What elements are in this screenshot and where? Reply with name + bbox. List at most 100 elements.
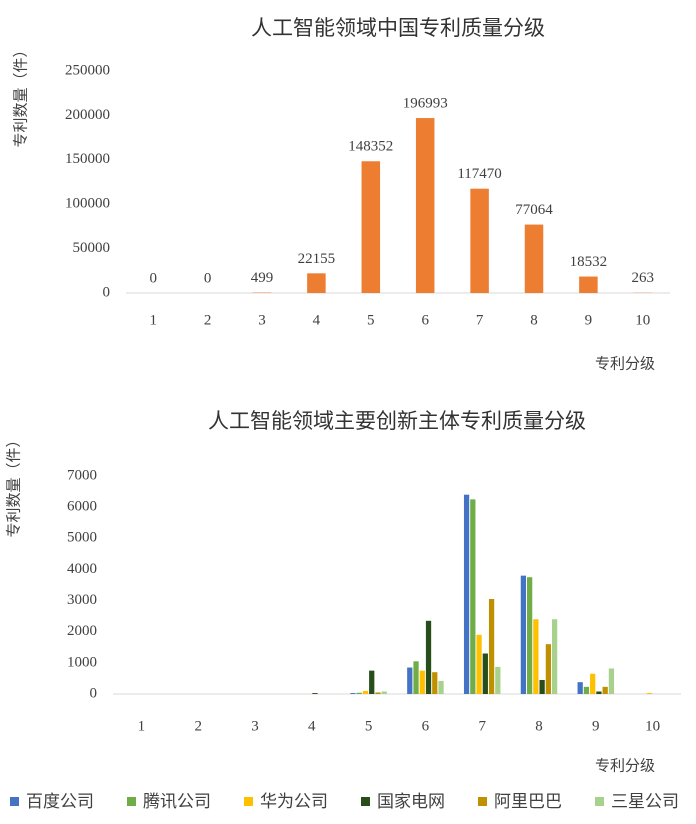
- bar: [432, 672, 438, 694]
- bar: [545, 644, 551, 694]
- bar: [470, 188, 489, 293]
- bar: [425, 620, 432, 694]
- bar: [488, 599, 495, 694]
- bar: [362, 690, 369, 694]
- data-label: 0: [204, 270, 212, 286]
- legend-label: 国家电网: [377, 792, 445, 811]
- y-tick-label: 1000: [67, 654, 97, 670]
- legend-label: 阿里巴巴: [494, 792, 562, 811]
- x-tick-label: 2: [204, 312, 212, 328]
- x-tick-label: 9: [585, 312, 593, 328]
- y-tick-label: 100000: [65, 196, 110, 212]
- y-tick-label: 4000: [67, 561, 97, 577]
- data-label: 148352: [348, 139, 393, 155]
- y-tick-label: 150000: [65, 151, 110, 167]
- bar: [407, 667, 413, 694]
- data-label: 22155: [298, 251, 336, 267]
- legend-label: 百度公司: [26, 792, 94, 811]
- data-label: 18532: [570, 254, 608, 270]
- x-tick-label: 2: [194, 718, 202, 734]
- bar: [470, 499, 476, 694]
- x-tick-label: 7: [478, 718, 486, 734]
- chart-title: 人工智能领域主要创新主体专利质量分级: [208, 409, 586, 433]
- x-tick-label: 7: [476, 312, 484, 328]
- x-tick-label: 9: [592, 718, 600, 734]
- x-tick-label: 1: [149, 312, 157, 328]
- y-tick-label: 5000: [67, 530, 97, 546]
- legend-label: 华为公司: [260, 792, 328, 811]
- bar: [583, 686, 590, 694]
- x-tick-label: 6: [421, 312, 429, 328]
- bar: [415, 118, 435, 293]
- y-tick-label: 250000: [65, 62, 110, 78]
- x-axis-label: 专利分级: [595, 757, 655, 774]
- bar: [356, 692, 362, 694]
- bar: [312, 693, 318, 694]
- y-tick-label: 6000: [67, 499, 97, 515]
- x-tick-label: 1: [138, 718, 146, 734]
- y-tick-label: 2000: [67, 623, 97, 639]
- chart-title: 人工智能领域中国专利质量分级: [251, 16, 545, 40]
- bar: [596, 691, 602, 694]
- x-tick-label: 10: [645, 718, 660, 734]
- x-tick-label: 5: [365, 718, 373, 734]
- bar: [533, 619, 539, 694]
- x-tick-label: 4: [308, 718, 316, 734]
- bar: [527, 577, 533, 694]
- y-tick-label: 7000: [67, 467, 97, 483]
- bar: [520, 575, 527, 694]
- y-tick-label: 0: [90, 685, 98, 701]
- legend-swatch: [127, 797, 136, 806]
- x-tick-label: 3: [258, 312, 266, 328]
- bar: [590, 673, 596, 694]
- bar: [551, 619, 558, 694]
- x-tick-label: 10: [635, 312, 650, 328]
- bar: [482, 653, 488, 694]
- bar: [476, 634, 482, 694]
- y-tick-label: 200000: [65, 107, 110, 123]
- y-tick-label: 3000: [67, 592, 97, 608]
- bar: [375, 692, 381, 694]
- bar: [577, 682, 583, 694]
- bar: [369, 670, 375, 694]
- x-tick-label: 4: [313, 312, 321, 328]
- bar: [361, 161, 381, 293]
- x-tick-label: 8: [530, 312, 538, 328]
- bar: [539, 679, 545, 694]
- data-label: 0: [149, 270, 157, 286]
- bar: [602, 686, 608, 694]
- data-label: 499: [251, 270, 274, 286]
- x-tick-label: 8: [535, 718, 543, 734]
- y-axis-label: 专利数量（件）: [5, 432, 22, 537]
- data-label: 196993: [403, 96, 448, 112]
- x-axis-label: 专利分级: [595, 355, 655, 372]
- bar: [307, 273, 326, 293]
- legend-swatch: [478, 797, 487, 806]
- bar: [579, 276, 598, 293]
- bar: [608, 668, 615, 694]
- x-tick-label: 6: [422, 718, 430, 734]
- bar: [646, 693, 653, 694]
- bar: [438, 680, 444, 694]
- data-label: 263: [632, 270, 655, 286]
- bar: [463, 494, 470, 694]
- bar: [495, 666, 501, 694]
- data-label: 117470: [457, 166, 501, 182]
- bar: [350, 693, 356, 694]
- bar: [524, 224, 544, 293]
- legend-label: 三星公司: [611, 792, 679, 811]
- legend-label: 腾讯公司: [143, 792, 211, 811]
- legend-swatch: [595, 797, 604, 806]
- y-axis-label: 专利数量（件）: [12, 42, 29, 147]
- x-tick-label: 3: [251, 718, 259, 734]
- y-tick-label: 50000: [73, 240, 111, 256]
- bar: [413, 661, 419, 694]
- legend-swatch: [10, 797, 19, 806]
- legend-swatch: [361, 797, 370, 806]
- bar: [381, 691, 387, 694]
- y-tick-label: 0: [103, 284, 111, 300]
- bar: [419, 670, 425, 694]
- legend-swatch: [244, 797, 253, 806]
- x-tick-label: 5: [367, 312, 375, 328]
